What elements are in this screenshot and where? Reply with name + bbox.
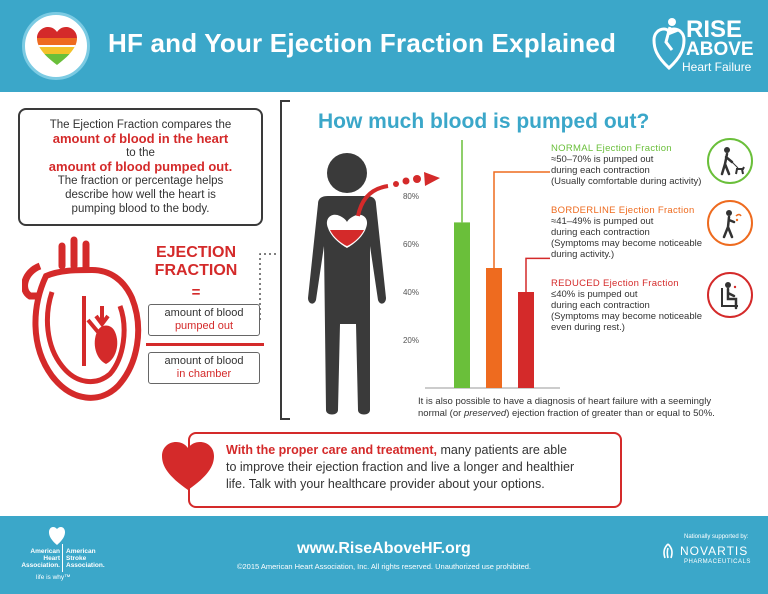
denominator-line: in chamber: [176, 368, 232, 380]
legend-line: during activity.): [551, 249, 615, 260]
novartis-flame-icon: [663, 543, 673, 559]
equals-sign: =: [191, 284, 201, 301]
aha-asa-logo: American Heart Association. American Str…: [18, 526, 118, 586]
sponsor-sub: PHARMACEUTICALS: [684, 559, 751, 565]
legend-line: during each contraction: [551, 165, 650, 176]
anatomical-heart-icon: [22, 236, 142, 401]
asa-name: American Stroke Association.: [66, 548, 105, 569]
definition-strong: amount of blood in the heart: [52, 131, 229, 146]
legend-borderline: BORDERLINE Ejection Fraction ≈41–49% is …: [551, 205, 702, 260]
numerator-line: pumped out: [174, 320, 234, 332]
ejection-fraction-label: EJECTION FRACTION: [140, 244, 252, 280]
section-bracket: [280, 100, 290, 420]
person-tired-walking-icon: [707, 200, 753, 246]
denominator-line: amount of blood: [164, 355, 244, 367]
heart-gauge-logo: [22, 12, 90, 80]
message-strong: With the proper care and treatment,: [226, 443, 438, 457]
legend-line: (Symptoms may become noticeable: [551, 238, 703, 249]
definition-line: describe how well the heart is: [65, 189, 216, 201]
definition-strong: amount of blood pumped out.: [48, 159, 233, 174]
definition-line: to the: [126, 147, 155, 159]
chart-note: It is also possible to have a diagnosis …: [418, 396, 748, 420]
website-link[interactable]: www.RiseAboveHF.org: [297, 540, 471, 557]
brand-above: ABOVE: [686, 39, 754, 60]
legend-normal: NORMAL Ejection Fraction ≈50–70% is pump…: [551, 143, 701, 187]
definition-line: The fraction or percentage helps: [57, 175, 224, 187]
y-tick-label: 20%: [403, 336, 419, 345]
heart-logo-icon: [37, 27, 77, 65]
legend-line: ≈41–49% is pumped out: [551, 216, 654, 227]
ejection-fraction-chart: 20% 40% 60% 80%: [403, 140, 560, 389]
torch-heart-icon: [49, 527, 65, 545]
logo-divider: [62, 544, 63, 572]
fraction-numerator: amount of blood pumped out: [148, 304, 260, 336]
message-line: to improve their ejection fraction and l…: [226, 460, 575, 474]
ef-label-line: EJECTION: [155, 244, 236, 261]
legend-title: REDUCED Ejection Fraction: [551, 278, 679, 289]
aha-tagline: life is why™: [36, 574, 71, 581]
rise-above-logo: RISE ABOVE Heart Failure: [652, 16, 756, 78]
fraction-bar: [146, 343, 264, 346]
person-heart-icon: [308, 153, 440, 415]
legend-line: even during rest.): [551, 322, 625, 333]
sponsor-name: NOVARTIS: [680, 544, 749, 558]
legend-line: during each contraction: [551, 227, 650, 238]
supported-by-label: Nationally supported by:: [684, 534, 749, 540]
copyright-text: ©2015 American Heart Association, Inc. A…: [236, 562, 532, 571]
message-line: life. Talk with your healthcare provider…: [226, 477, 545, 491]
legend-line: during each contraction: [551, 300, 650, 311]
leader-line-normal: [461, 140, 463, 223]
page-title: HF and Your Ejection Fraction Explained: [108, 28, 617, 58]
heart-icon: [162, 442, 214, 490]
legend-title: BORDERLINE Ejection Fraction: [551, 205, 695, 216]
legend-title: NORMAL Ejection Fraction: [551, 143, 672, 154]
numerator-line: amount of blood: [164, 307, 244, 319]
person-sitting-resting-icon: [707, 272, 753, 318]
legend-line: (Usually comfortable during activity): [551, 176, 702, 187]
definition-box: The Ejection Fraction compares the amoun…: [18, 108, 263, 226]
legend-line: ≈50–70% is pumped out: [551, 154, 654, 165]
header-bar: [0, 0, 768, 92]
chart-note-line: It is also possible to have a diagnosis …: [418, 396, 712, 407]
aha-name: American Heart Association.: [21, 548, 60, 569]
y-tick-label: 80%: [403, 192, 419, 201]
message-line: many patients are able: [437, 443, 567, 457]
leader-line-borderline: [493, 171, 550, 268]
section-subtitle: How much blood is pumped out?: [318, 110, 650, 133]
person-walking-dog-icon: [707, 138, 753, 184]
legend-reduced: REDUCED Ejection Fraction ≤40% is pumped…: [551, 278, 702, 333]
rise-above-heart-icon: [652, 18, 686, 71]
y-tick-label: 40%: [403, 288, 419, 297]
ef-label-line: FRACTION: [154, 262, 238, 279]
legend-line: ≤40% is pumped out: [551, 289, 638, 300]
bar-borderline: [486, 268, 502, 388]
note-emphasis: preserved: [463, 408, 507, 419]
leader-line-reduced: [525, 257, 550, 292]
message-box: [188, 432, 622, 508]
bar-normal: [454, 222, 470, 388]
definition-line: pumping blood to the body.: [71, 203, 210, 215]
bar-reduced: [518, 292, 534, 388]
note-text: normal (or: [418, 408, 464, 419]
legend-line: (Symptoms may become noticeable: [551, 311, 703, 322]
footer-bar: [0, 516, 768, 594]
note-text: ) ejection fraction of greater than or e…: [506, 408, 715, 419]
definition-line: The Ejection Fraction compares the: [49, 119, 232, 131]
message-text: With the proper care and treatment, many…: [226, 442, 616, 493]
brand-rise: RISE: [686, 16, 743, 43]
dotted-connector: [242, 253, 278, 323]
y-tick-label: 60%: [403, 240, 419, 249]
brand-heart-failure: Heart Failure: [682, 60, 752, 74]
chart-note-line: normal (or preserved) ejection fraction …: [418, 408, 748, 420]
fraction-denominator: amount of blood in chamber: [148, 352, 260, 384]
